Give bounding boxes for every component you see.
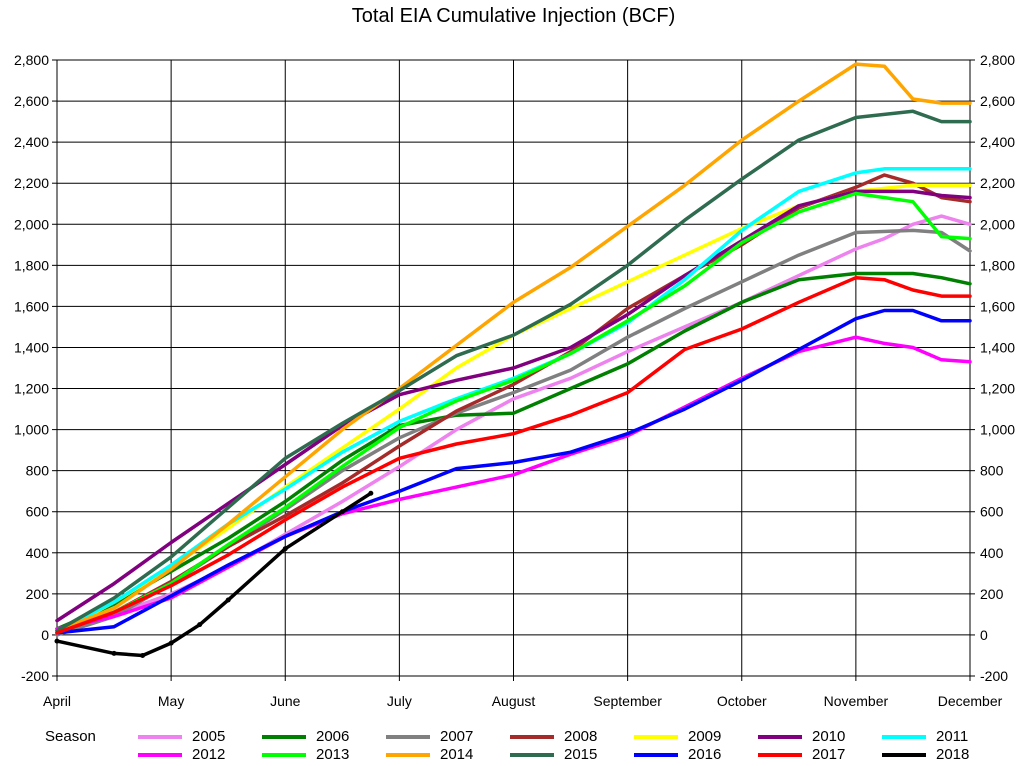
series-line-2017 — [55, 275, 972, 635]
legend-swatch — [138, 735, 182, 739]
x-tick-label: November — [824, 693, 889, 709]
series-line-2014 — [55, 62, 972, 633]
legend-swatch — [758, 735, 802, 739]
y-tick-label-right: 1,800 — [980, 257, 1015, 273]
legend-label: 2006 — [316, 728, 350, 745]
legend-label: 2016 — [688, 746, 722, 763]
point-2018 — [225, 597, 231, 603]
y-tick-label: 1,800 — [14, 257, 49, 273]
series-line-2015 — [55, 109, 972, 633]
legend-swatch — [882, 735, 926, 739]
series-lines — [54, 62, 972, 658]
axes: -200 -200 0 0 200 200 400 400 600 600 800 800 1,000 1… — [14, 52, 1015, 709]
legend-swatch — [510, 735, 554, 739]
x-tick-label: April — [43, 693, 71, 709]
point-2018 — [111, 650, 117, 656]
y-tick-label-right: 600 — [980, 504, 1004, 520]
legend-label: 2017 — [812, 746, 846, 763]
legend-swatch — [758, 753, 802, 757]
legend-swatch — [262, 753, 306, 757]
x-tick-label: September — [593, 693, 662, 709]
chart-title: Total EIA Cumulative Injection (BCF) — [351, 5, 676, 27]
y-tick-label: 800 — [26, 463, 50, 479]
y-tick-label: 600 — [26, 504, 50, 520]
y-tick-label-right: 2,200 — [980, 175, 1015, 191]
y-tick-label: 0 — [41, 627, 49, 643]
point-2018 — [339, 509, 345, 515]
legend-swatch — [138, 753, 182, 757]
legend-label: 2009 — [688, 728, 722, 745]
x-tick-label: July — [387, 693, 412, 709]
legend-label: 2012 — [192, 746, 226, 763]
series-line-2013 — [55, 191, 972, 633]
x-tick-label: December — [938, 693, 1003, 709]
y-tick-label: 2,600 — [14, 93, 49, 109]
y-tick-label-right: 1,600 — [980, 298, 1015, 314]
x-tick-label: August — [492, 693, 536, 709]
y-tick-label-right: -200 — [980, 668, 1008, 684]
point-2018 — [54, 638, 60, 644]
legend-label: 2011 — [936, 728, 969, 745]
legend-title: Season — [45, 728, 96, 745]
y-tick-label-right: 400 — [980, 545, 1004, 561]
y-tick-label-right: 1,200 — [980, 381, 1015, 397]
x-tick-label: June — [270, 693, 301, 709]
y-tick-label: 2,200 — [14, 175, 49, 191]
y-tick-label: 2,400 — [14, 134, 49, 150]
series-line-2006 — [55, 271, 972, 631]
y-tick-label: 2,800 — [14, 52, 49, 68]
y-tick-label: 1,200 — [14, 381, 49, 397]
y-tick-label-right: 800 — [980, 463, 1004, 479]
x-tick-label: May — [158, 693, 184, 709]
legend-label: 2010 — [812, 728, 846, 745]
y-tick-label: 1,600 — [14, 298, 49, 314]
x-tick-label: October — [717, 693, 767, 709]
y-tick-label: 1,400 — [14, 339, 49, 355]
series-line-2010 — [55, 189, 972, 623]
y-tick-label-right: 2,600 — [980, 93, 1015, 109]
legend-swatch — [386, 753, 430, 757]
y-tick-label-right: 2,400 — [980, 134, 1015, 150]
y-tick-label-right: 1,000 — [980, 422, 1015, 438]
legend-label: 2014 — [440, 746, 474, 763]
point-2018 — [140, 652, 146, 658]
point-2018 — [197, 622, 203, 628]
legend-label: 2015 — [564, 746, 598, 763]
legend-label: 2007 — [440, 728, 474, 745]
legend-swatch — [386, 735, 430, 739]
y-tick-label-right: 1,400 — [980, 339, 1015, 355]
legend-swatch — [634, 753, 678, 757]
point-2018 — [168, 640, 174, 646]
legend-swatch — [510, 753, 554, 757]
legend-swatch — [262, 735, 306, 739]
y-tick-label-right: 200 — [980, 586, 1004, 602]
y-tick-label: -200 — [21, 668, 49, 684]
legend: Season 2005 2006 2007 2008 2009 2010 2011 2012 2… — [0, 726, 1027, 766]
series-line-2016 — [55, 308, 972, 635]
legend-label: 2008 — [564, 728, 598, 745]
y-tick-label-right: 2,800 — [980, 52, 1015, 68]
legend-label: 2005 — [192, 728, 226, 745]
legend-swatch — [634, 735, 678, 739]
legend-label: 2013 — [316, 746, 350, 763]
y-tick-label-right: 0 — [980, 627, 988, 643]
y-tick-label: 400 — [26, 545, 50, 561]
y-tick-label: 200 — [26, 586, 50, 602]
y-tick-label: 2,000 — [14, 216, 49, 232]
legend-label: 2018 — [936, 746, 970, 763]
y-tick-label-right: 2,000 — [980, 216, 1015, 232]
point-2018 — [282, 546, 288, 552]
y-tick-label: 1,000 — [14, 422, 49, 438]
series-line-2012 — [55, 335, 972, 631]
legend-swatch — [882, 753, 926, 757]
point-2018 — [368, 490, 374, 496]
